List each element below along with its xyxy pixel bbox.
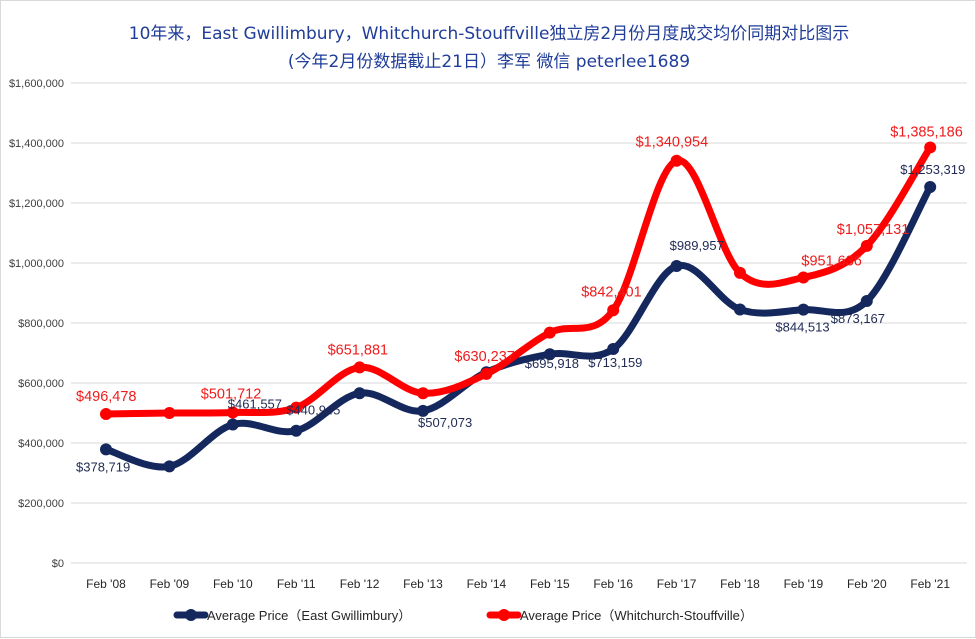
- data-label: $461,557: [228, 397, 282, 412]
- data-label: $844,513: [775, 320, 829, 335]
- x-tick-label: Feb '16: [593, 577, 633, 591]
- data-label: $501,712: [201, 386, 261, 402]
- x-tick-label: Feb '08: [86, 577, 126, 591]
- y-tick-label: $600,000: [18, 378, 64, 390]
- data-point: [670, 260, 683, 273]
- x-tick-label: Feb '12: [340, 577, 380, 591]
- y-tick-label: $400,000: [18, 438, 64, 450]
- y-tick-label: $800,000: [18, 318, 64, 330]
- data-point: [226, 418, 239, 431]
- data-label: $1,253,319: [900, 162, 965, 177]
- y-axis-ticks: $0 $200,000 $400,000 $600,000 $800,000 $1,000…: [9, 78, 64, 570]
- data-point: [607, 343, 620, 356]
- data-label: $496,478: [76, 389, 136, 405]
- data-point: [860, 239, 873, 252]
- data-point: [924, 181, 937, 194]
- data-point: [860, 295, 873, 308]
- x-tick-label: Feb '09: [150, 577, 190, 591]
- data-point: [543, 326, 556, 339]
- data-point: [480, 367, 493, 380]
- data-point: [163, 407, 176, 419]
- data-point: [797, 303, 810, 316]
- data-point: [924, 141, 937, 154]
- y-tick-label: $1,000,000: [9, 258, 64, 270]
- data-point: [100, 443, 112, 456]
- y-tick-label: $1,400,000: [9, 138, 64, 150]
- data-point: [797, 271, 810, 284]
- data-label: $1,057,131: [837, 222, 910, 238]
- x-tick-label: Feb '17: [657, 577, 697, 591]
- data-label: $507,073: [418, 415, 472, 430]
- data-label: $1,340,954: [636, 135, 709, 151]
- data-point: [607, 304, 620, 317]
- x-tick-label: Feb '19: [784, 577, 824, 591]
- legend: Average Price（East Gwillimbury） Average P…: [173, 608, 753, 623]
- chart-title-line-2: (今年2月份数据截止21日）李军 微信 peterlee1689: [287, 52, 691, 72]
- data-label: $695,918: [525, 356, 579, 371]
- x-axis-ticks: Feb '08 Feb '09 Feb '10 Feb '11 Feb '12 Feb '…: [86, 577, 950, 591]
- legend-entry-label: Average Price（East Gwillimbury）: [207, 608, 411, 623]
- x-tick-label: Feb '14: [467, 577, 507, 591]
- data-label: $842,401: [581, 284, 641, 300]
- data-point: [353, 387, 366, 400]
- x-tick-label: Feb '21: [910, 577, 950, 591]
- data-point: [290, 424, 303, 437]
- data-label: $951,636: [801, 254, 861, 270]
- data-label: $713,159: [588, 355, 642, 370]
- data-label: $440,945: [286, 403, 340, 418]
- y-tick-label: $200,000: [18, 498, 64, 510]
- y-tick-label: $1,200,000: [9, 198, 64, 210]
- x-tick-label: Feb '13: [403, 577, 443, 591]
- data-point: [353, 361, 366, 374]
- data-label: $378,719: [76, 459, 130, 474]
- x-tick-label: Feb '20: [847, 577, 887, 591]
- x-tick-label: Feb '15: [530, 577, 570, 591]
- data-label: $651,881: [328, 342, 388, 358]
- data-label: $873,167: [831, 311, 885, 326]
- data-point: [543, 348, 556, 361]
- data-point: [290, 401, 303, 414]
- data-point: [734, 303, 746, 316]
- data-label: $1,385,186: [890, 124, 963, 140]
- series-lines: [100, 141, 937, 473]
- legend-swatch-marker: [185, 609, 197, 621]
- data-label: $630,237: [454, 349, 514, 365]
- data-label: $989,957: [670, 238, 724, 253]
- x-tick-label: Feb '10: [213, 577, 253, 591]
- chart-title-line-1: 10年来，East Gwillimbury，Whitchurch-Stouffv…: [128, 24, 850, 44]
- x-tick-label: Feb '11: [277, 577, 316, 591]
- data-point: [417, 404, 429, 417]
- data-point: [417, 387, 429, 400]
- data-point: [734, 266, 746, 279]
- data-point: [163, 460, 176, 473]
- legend-swatch-marker: [498, 609, 510, 621]
- data-labels: $378,719 $461,557 $440,945 $507,073 $695,918…: [76, 124, 965, 474]
- gridlines: [71, 82, 967, 564]
- y-tick-label: $0: [52, 558, 64, 570]
- x-tick-label: Feb '18: [720, 577, 760, 591]
- data-point: [670, 154, 683, 167]
- data-point: [226, 406, 239, 419]
- y-tick-label: $1,600,000: [9, 78, 64, 90]
- legend-entry-label: Average Price（Whitchurch-Stouffville）: [520, 608, 753, 623]
- data-point: [100, 408, 112, 421]
